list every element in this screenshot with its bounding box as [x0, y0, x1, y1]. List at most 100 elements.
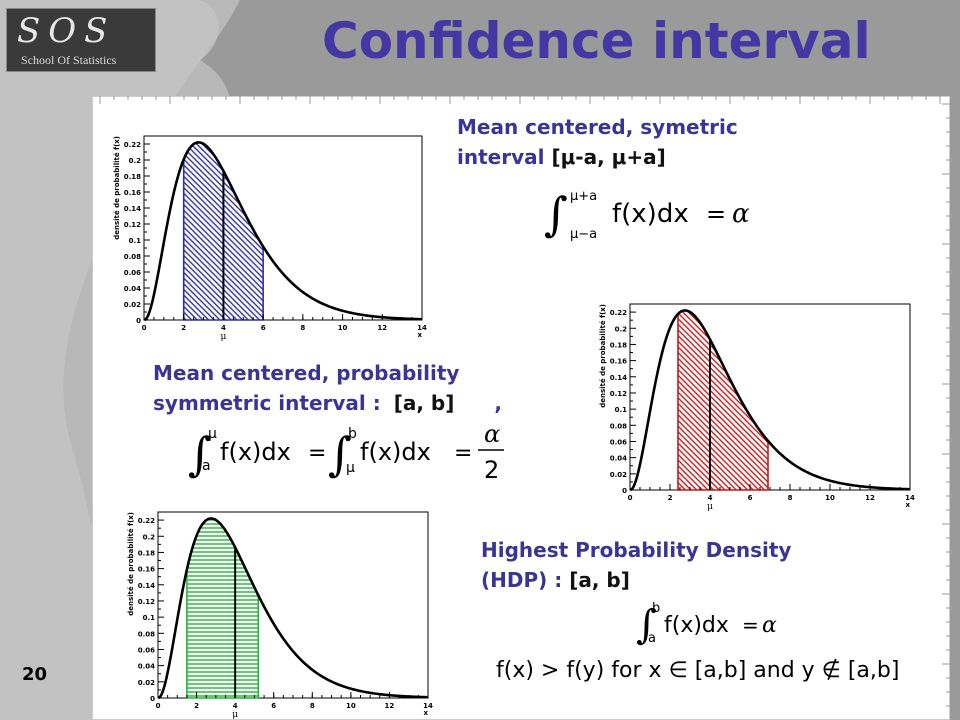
- y-tick-label: 0.18: [138, 549, 155, 557]
- probability-comma: ,: [494, 391, 502, 415]
- density-curve: [143, 141, 422, 322]
- hdp-interval: [a, b]: [569, 568, 630, 592]
- y-tick-label: 0.2: [143, 533, 156, 541]
- x-tick-label: 6: [748, 494, 753, 502]
- mu-label: μ: [232, 710, 238, 720]
- y-tick-label: 0.14: [138, 582, 155, 590]
- x-tick-label: 10: [346, 702, 356, 710]
- x-tick-label: 2: [181, 324, 186, 332]
- y-tick-label: 0.02: [124, 301, 141, 309]
- y-tick-label: 0: [150, 695, 155, 703]
- f1-integrand: f(x)dx: [612, 199, 689, 229]
- f3-equals: =: [742, 613, 759, 637]
- symmetric-label-line2: interval [μ-a, μ+a]: [457, 142, 738, 172]
- x-tick-label: 8: [788, 494, 793, 502]
- f2-first-integrand: f(x)dx: [220, 438, 291, 466]
- x-tick-label: 8: [310, 702, 315, 710]
- f1-equals: =: [706, 200, 726, 228]
- x-axis-label: x: [905, 501, 910, 509]
- f2-first-upper: μ: [208, 426, 217, 442]
- y-tick-label: 0.12: [610, 390, 627, 398]
- x-tick-label: 12: [377, 324, 387, 332]
- x-tick-label: 8: [300, 324, 305, 332]
- symmetric-label: Mean centered, symetric interval [μ-a, μ…: [457, 112, 738, 172]
- logo-letters: SOS: [17, 11, 116, 51]
- y-axis-label: densité de probabilité f(x): [113, 136, 121, 240]
- x-tick-label: 12: [385, 702, 395, 710]
- density-curve: [629, 309, 910, 492]
- y-tick-label: 0.22: [124, 141, 141, 149]
- y-tick-label: 0.04: [124, 285, 141, 293]
- x-tick-label: 14: [417, 324, 427, 332]
- plot-probability-symmetric: 0 0.02 0.04 0.06 0.08 0.1 0.12 0.14 0.16 0.18 0.2 0…: [599, 303, 915, 512]
- y-tick-label: 0.12: [124, 221, 141, 229]
- f2-equals-2: =: [454, 441, 472, 466]
- f3-integrand: f(x)dx: [664, 613, 729, 638]
- x-tick-label: 2: [194, 702, 199, 710]
- y-tick-label: 0.1: [143, 614, 156, 622]
- integral-sign: ∫: [328, 427, 352, 481]
- f2-second-upper: b: [348, 426, 357, 442]
- f1-upper: μ+a: [570, 189, 597, 204]
- y-tick-label: 0.18: [124, 173, 141, 181]
- y-axis-label: densité de probabilité f(x): [599, 304, 607, 408]
- probability-label-line2: symmetric interval : [a, b],: [153, 388, 502, 418]
- y-tick-label: 0.06: [610, 438, 627, 446]
- page-number: 20: [22, 664, 48, 685]
- x-tick-label: 4: [221, 324, 226, 332]
- plot-symmetric: 0 0.02 0.04 0.06 0.08 0.1 0.12 0.14 0.16 0.18 0.2 0…: [113, 135, 427, 342]
- f2-second-lower: μ: [346, 460, 355, 476]
- y-tick-label: 0.08: [138, 630, 155, 638]
- hdp-label-prefix: (HDP) :: [481, 568, 570, 592]
- plot-hdp: 0 0.02 0.04 0.06 0.08 0.1 0.12 0.14 0.16 0.18 0.2 0…: [127, 511, 433, 720]
- y-tick-label: 0.1: [615, 406, 628, 414]
- mu-label: μ: [220, 332, 226, 342]
- y-tick-label: 0.16: [138, 566, 155, 574]
- hdp-label-line1: Highest Probability Density: [481, 538, 792, 562]
- x-tick-label: 2: [668, 494, 673, 502]
- x-tick-label: 0: [156, 702, 161, 710]
- f2-numerator: α: [484, 420, 500, 448]
- y-tick-label: 0.06: [124, 269, 141, 277]
- y-tick-label: 0.14: [610, 374, 627, 382]
- x-tick-label: 4: [708, 494, 713, 502]
- sos-logo: SOS School Of Statistics: [6, 8, 156, 72]
- symmetric-interval: [μ-a, μ+a]: [551, 145, 666, 169]
- f3-lower: a: [648, 631, 656, 646]
- y-tick-label: 0.2: [129, 157, 142, 165]
- probability-label-line1: Mean centered, probability: [153, 361, 460, 385]
- x-tick-label: 0: [628, 494, 633, 502]
- formula-probability: ∫ μ a f(x)dx = ∫ b μ f(x)dx = α 2: [188, 420, 504, 484]
- y-axis-label: densité de probabilité f(x): [127, 512, 135, 616]
- symmetric-label-prefix: interval: [457, 145, 552, 169]
- y-tick-label: 0.16: [124, 189, 141, 197]
- y-tick-label: 0.22: [610, 309, 627, 317]
- x-axis-label: x: [423, 709, 428, 717]
- density-curve: [157, 517, 428, 700]
- y-tick-label: 0.02: [138, 679, 155, 687]
- mu-label: μ: [707, 502, 713, 512]
- y-tick-label: 0.16: [610, 358, 627, 366]
- x-tick-label: 4: [233, 702, 238, 710]
- x-tick-label: 6: [261, 324, 266, 332]
- y-tick-label: 0.04: [610, 455, 627, 463]
- logo-subtitle: School Of Statistics: [21, 53, 117, 67]
- x-tick-label: 14: [423, 702, 433, 710]
- y-tick-label: 0.02: [610, 471, 627, 479]
- probability-label-prefix: symmetric interval :: [153, 391, 388, 415]
- x-tick-label: 10: [825, 494, 835, 502]
- f2-denominator: 2: [484, 456, 499, 484]
- formula-symmetric: ∫ μ+a μ−a f(x)dx = α: [544, 187, 750, 242]
- y-tick-label: 0.22: [138, 517, 155, 525]
- integral-sign: ∫: [636, 602, 657, 646]
- y-tick-label: 0.06: [138, 646, 155, 654]
- f2-first-lower: a: [202, 458, 211, 474]
- y-tick-label: 0.04: [138, 663, 155, 671]
- x-tick-label: 14: [905, 494, 915, 502]
- y-tick-label: 0: [136, 317, 141, 325]
- y-tick-label: 0.18: [610, 341, 627, 349]
- x-tick-label: 10: [338, 324, 348, 332]
- f2-second-integrand: f(x)dx: [360, 438, 431, 466]
- y-tick-label: 0.08: [610, 422, 627, 430]
- y-tick-label: 0.12: [138, 598, 155, 606]
